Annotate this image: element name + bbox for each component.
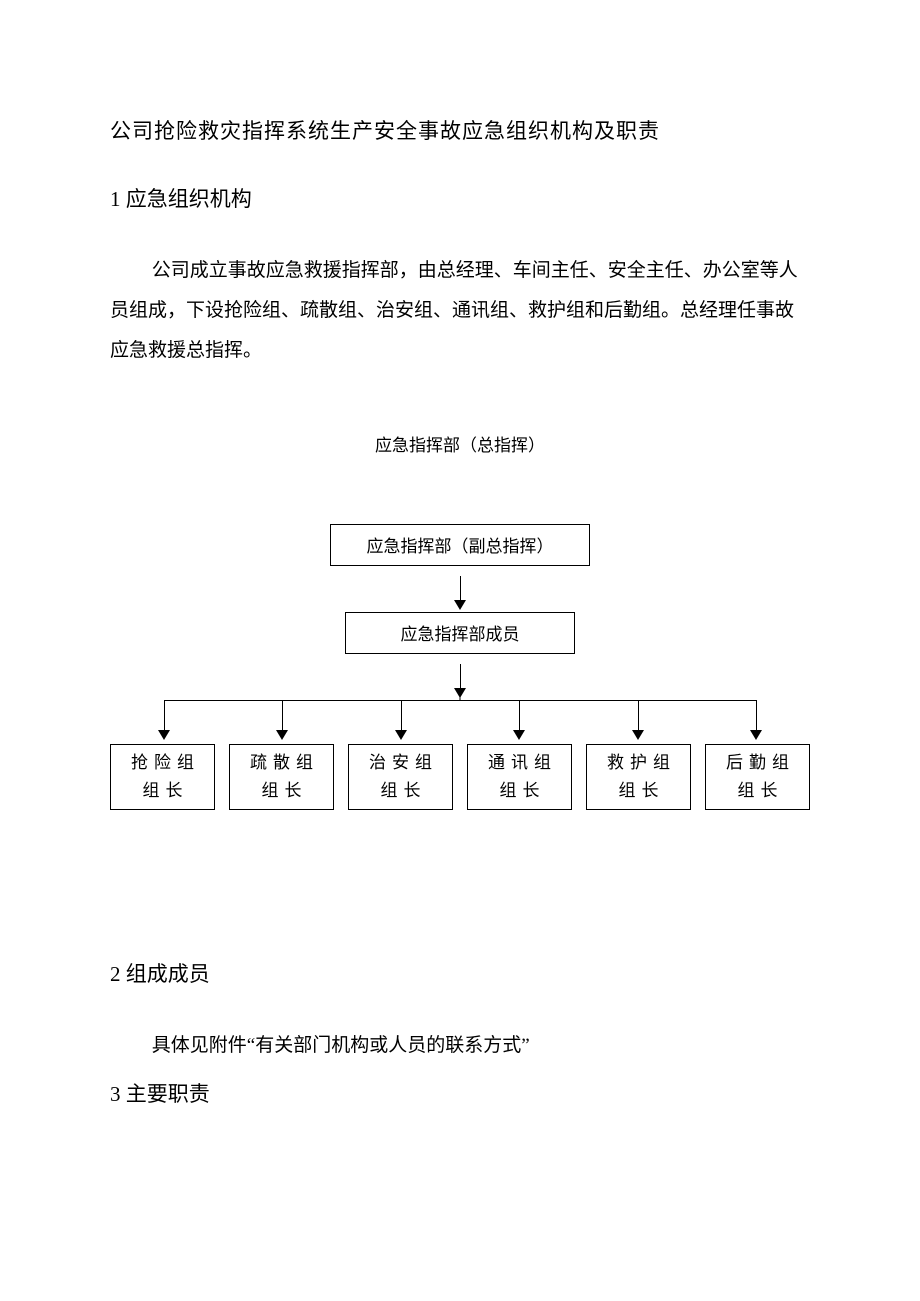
group-1-line2: 组长 (143, 777, 189, 804)
section-1-heading: 1 应急组织机构 (110, 183, 810, 213)
section-2-heading-text: 组成成员 (126, 962, 210, 986)
group-box-communication: 通讯组 组长 (467, 744, 572, 810)
group-5-line1: 救护组 (607, 749, 676, 776)
branch-4-line (519, 700, 520, 730)
arrow-1 (110, 576, 810, 610)
branch-1-line (164, 700, 165, 730)
node-members-text: 应急指挥部成员 (401, 620, 520, 645)
group-1-line1: 抢险组 (131, 749, 200, 776)
branch-1-arrow (158, 730, 170, 740)
section-3-heading: 3 主要职责 (110, 1078, 810, 1108)
node-deputy-commander: 应急指挥部（副总指挥） (330, 524, 590, 566)
section-2-number: 2 (110, 962, 121, 986)
section-2-paragraph: 具体见附件“有关部门机构或人员的联系方式” (110, 1026, 810, 1066)
group-box-logistics: 后勤组 组长 (705, 744, 810, 810)
group-4-line2: 组长 (500, 777, 546, 804)
groups-row: 抢险组 组长 疏散组 组长 治安组 组长 通讯组 组长 救护组 组长 后勤组 组… (110, 744, 810, 810)
group-2-line1: 疏散组 (250, 749, 319, 776)
section-1-number: 1 (110, 187, 121, 211)
connector-stem (460, 688, 461, 700)
group-2-line2: 组长 (262, 777, 308, 804)
group-6-line2: 组长 (738, 777, 784, 804)
section-1-heading-text: 应急组织机构 (126, 187, 252, 211)
section-1-paragraph: 公司成立事故应急救援指挥部，由总经理、车间主任、安全主任、办公室等人员组成，下设… (110, 251, 810, 371)
branch-6-arrow (750, 730, 762, 740)
group-box-medical: 救护组 组长 (586, 744, 691, 810)
branch-2-arrow (276, 730, 288, 740)
group-3-line2: 组长 (381, 777, 427, 804)
group-box-evacuation: 疏散组 组长 (229, 744, 334, 810)
document-title: 公司抢险救灾指挥系统生产安全事故应急组织机构及职责 (110, 115, 810, 145)
node-deputy-text: 应急指挥部（副总指挥） (367, 532, 554, 557)
branch-6-line (756, 700, 757, 730)
group-4-line1: 通讯组 (488, 749, 557, 776)
branch-3-line (401, 700, 402, 730)
org-chart-diagram: 应急指挥部（总指挥） 应急指挥部（副总指挥） 应急指挥部成员 抢险组 组长 (110, 431, 810, 810)
branch-3-arrow (395, 730, 407, 740)
group-3-line1: 治安组 (369, 749, 438, 776)
horizontal-line (164, 700, 756, 701)
section-2-heading: 2 组成成员 (110, 958, 810, 988)
horizontal-connector (110, 700, 810, 742)
node-commander-label: 应急指挥部（总指挥） (110, 431, 810, 456)
arrow-2-line (460, 664, 461, 688)
branch-4-arrow (513, 730, 525, 740)
branch-2-line (282, 700, 283, 730)
group-box-security: 治安组 组长 (348, 744, 453, 810)
section-3-number: 3 (110, 1082, 121, 1106)
branch-5-arrow (632, 730, 644, 740)
arrow-1-head (454, 600, 466, 610)
node-members: 应急指挥部成员 (345, 612, 575, 654)
section-3-heading-text: 主要职责 (126, 1082, 210, 1106)
group-box-rescue: 抢险组 组长 (110, 744, 215, 810)
group-5-line2: 组长 (619, 777, 665, 804)
group-6-line1: 后勤组 (726, 749, 795, 776)
arrow-1-line (460, 576, 461, 600)
branch-5-line (638, 700, 639, 730)
